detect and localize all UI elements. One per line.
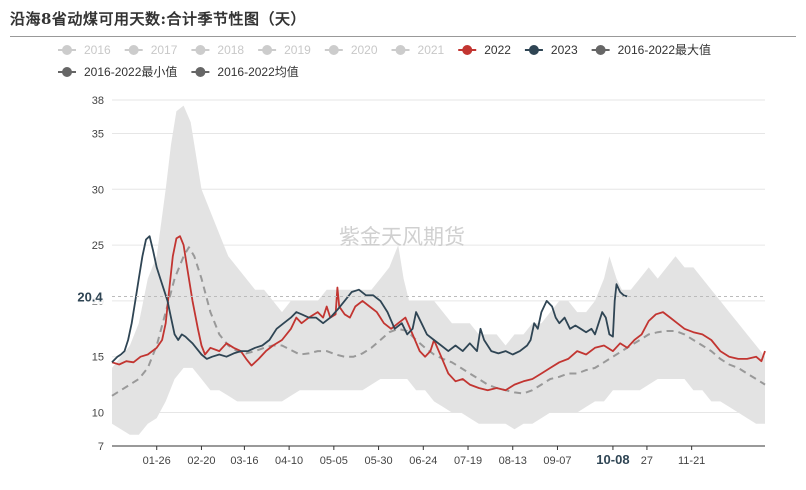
legend-label: 2016-2022最小值 xyxy=(84,64,177,79)
legend-item: 2016-2022均值 xyxy=(191,64,299,79)
series-line-2016-2022均值 xyxy=(111,246,766,397)
y-tick-label: 25 xyxy=(92,240,104,252)
legend-item: 2023 xyxy=(524,43,578,57)
legend-swatch-dot xyxy=(128,45,139,55)
legend-swatch-dot xyxy=(195,45,206,55)
x-tick-label: 04-10 xyxy=(275,455,303,467)
legend-item: 2022 xyxy=(458,43,511,57)
x-tick-label: 27 xyxy=(641,455,653,467)
legend-swatch-dot xyxy=(195,67,206,77)
x-tick-label: 06-24 xyxy=(409,455,437,467)
x-tick-label: 07-19 xyxy=(454,455,482,467)
legend-item: 2020 xyxy=(324,43,378,57)
x-tick-label: 10-08 xyxy=(596,452,629,467)
legend: 2016 2017 2018 2019 2020 2021 2022 2023 2016-202… xyxy=(58,42,711,79)
title-divider xyxy=(10,36,796,37)
x-tick-label: 01-26 xyxy=(143,455,171,467)
legend-swatch-dot xyxy=(62,67,72,77)
x-tick-label: 08-13 xyxy=(499,455,527,467)
y-tick-label: 30 xyxy=(92,184,104,196)
legend-label: 2018 xyxy=(217,43,244,57)
legend-label: 2023 xyxy=(551,43,578,57)
chart-title: 沿海8省动煤可用天数:合计季节性图（天） xyxy=(10,10,306,28)
legend-item: 2016 xyxy=(58,43,111,57)
legend-label: 2020 xyxy=(351,43,378,57)
y-tick-label: 35 xyxy=(92,128,104,140)
legend-swatch-dot xyxy=(62,45,72,55)
max-min-band xyxy=(112,105,765,435)
legend-item: 2019 xyxy=(258,43,311,57)
series-line-2023 xyxy=(111,235,628,363)
crosshair-y-label-bg xyxy=(74,287,106,305)
legend-label: 2022 xyxy=(484,43,511,57)
legend-swatch-dot xyxy=(395,45,406,55)
legend-swatch-dot xyxy=(595,45,606,55)
legend-item: 2017 xyxy=(124,43,178,57)
x-tick-label: 11-21 xyxy=(678,455,705,467)
legend-label: 2016-2022均值 xyxy=(217,64,298,79)
x-tick-label: 03-16 xyxy=(230,455,258,467)
legend-item: 2021 xyxy=(391,43,445,57)
legend-label: 2021 xyxy=(418,43,445,57)
legend-swatch-dot xyxy=(462,45,473,55)
legend-swatch-dot xyxy=(328,45,339,55)
x-tick-label: 05-30 xyxy=(364,455,392,467)
legend-item: 2016-2022最大值 xyxy=(591,42,711,57)
axes: 71015202530353801-2602-2003-1604-1005-05… xyxy=(92,95,765,467)
y-tick-label: 15 xyxy=(92,352,104,364)
legend-item: 2016-2022最小值 xyxy=(58,64,177,79)
legend-label: 2016 xyxy=(84,43,111,57)
x-tick-label: 02-20 xyxy=(187,455,215,467)
legend-label: 2019 xyxy=(284,43,311,57)
x-tick-label: 05-05 xyxy=(320,455,348,467)
y-tick-label: 7 xyxy=(98,441,104,453)
legend-label: 2016-2022最大值 xyxy=(618,42,711,57)
y-tick-label: 38 xyxy=(92,95,104,107)
series-lines xyxy=(111,235,766,397)
y-tick-label: 10 xyxy=(92,408,104,420)
legend-swatch-dot xyxy=(262,45,273,55)
legend-item: 2018 xyxy=(191,43,244,57)
watermark: 紫金天风期货 xyxy=(339,225,465,249)
crosshair: 20.4 xyxy=(74,287,765,305)
legend-label: 2017 xyxy=(151,43,178,57)
legend-swatch-dot xyxy=(528,45,539,55)
series-line-2022 xyxy=(111,235,766,392)
x-tick-label: 09-07 xyxy=(543,455,571,467)
crosshair-y-label: 20.4 xyxy=(77,289,103,304)
range-band xyxy=(112,105,765,435)
